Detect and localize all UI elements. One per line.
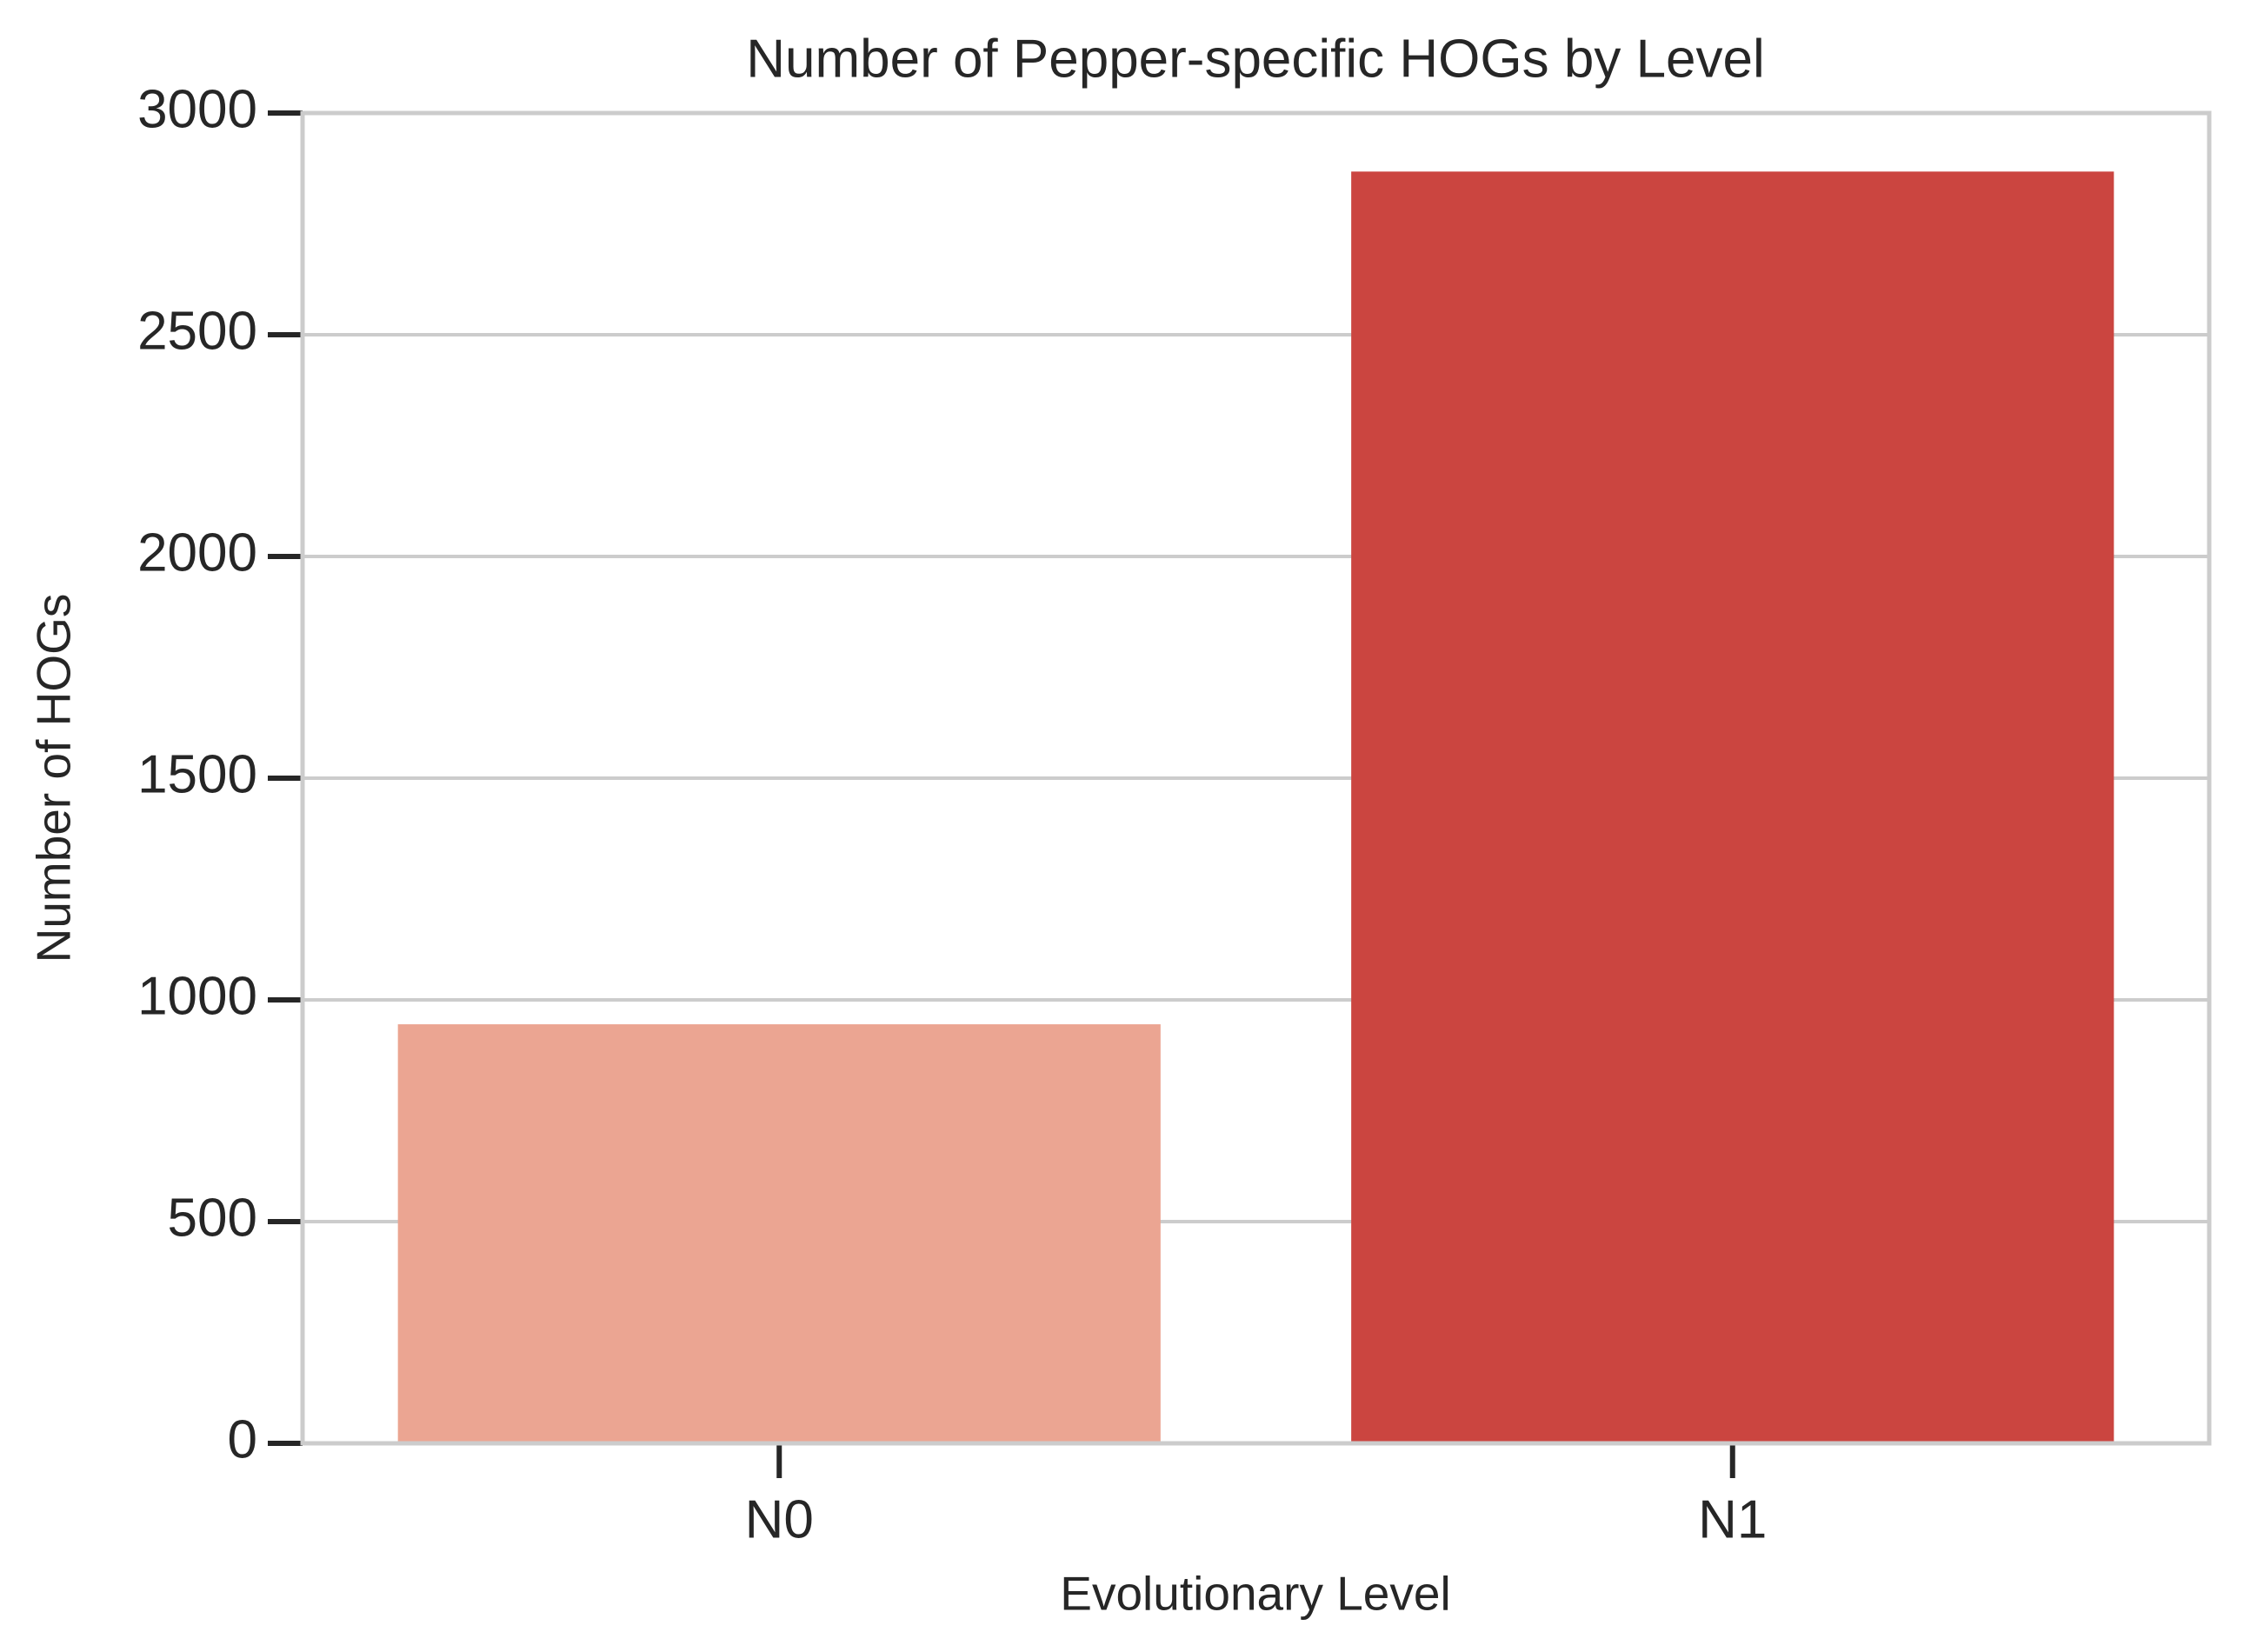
- y-tick-label: 3000: [137, 79, 257, 139]
- chart-title: Number of Pepper-specific HOGs by Level: [746, 29, 1765, 89]
- y-tick-label: 500: [168, 1188, 257, 1248]
- y-tick-label: 1500: [137, 744, 257, 804]
- y-tick-label: 0: [228, 1409, 257, 1469]
- y-tick-label: 2500: [137, 301, 257, 361]
- y-tick-label: 2000: [137, 523, 257, 583]
- x-tick-label: N1: [1698, 1489, 1767, 1549]
- x-axis-label: Evolutionary Level: [1060, 1567, 1450, 1621]
- bar: [1351, 171, 2114, 1443]
- x-tick-label: N0: [745, 1489, 814, 1549]
- bar: [397, 1024, 1161, 1443]
- y-tick-label: 1000: [137, 966, 257, 1026]
- plot-frame: [300, 110, 2212, 1446]
- y-axis-label: Number of HOGs: [27, 594, 81, 963]
